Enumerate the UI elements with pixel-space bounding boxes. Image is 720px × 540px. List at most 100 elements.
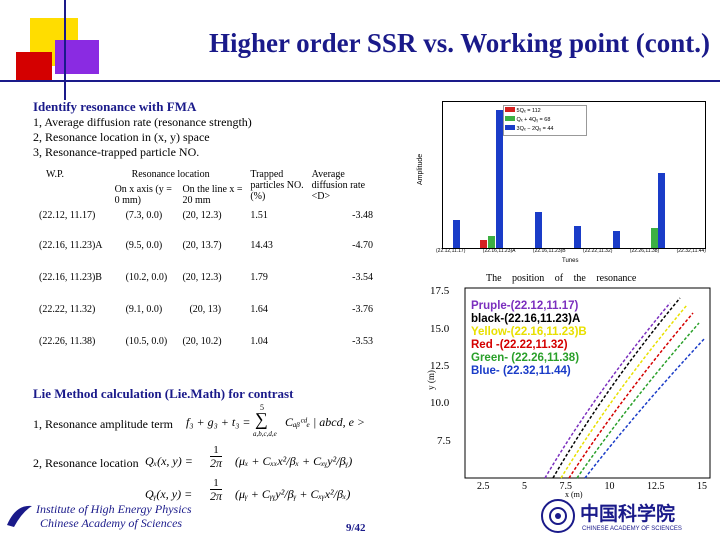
cell-wp: (22.16, 11.23)B	[39, 272, 102, 283]
cell-wp: (22.16, 11.23)A	[39, 240, 103, 251]
curve-blue	[584, 337, 706, 479]
ihep-logo	[4, 500, 34, 530]
curve-legend-blue: Blue- (22.32,11.44)	[471, 365, 571, 377]
institute-line-2: Chinese Academy of Sciences	[40, 516, 183, 530]
bar	[496, 110, 503, 248]
eq1-sum-bottom: a,b,c,d,e	[253, 430, 277, 438]
bar	[574, 226, 581, 248]
cell-line: (20, 13.7)	[182, 240, 222, 251]
cell-trapped: 1.79	[250, 272, 268, 283]
th-wp: W.P.	[46, 169, 64, 180]
eq3-rhs: (μᵧ + Cᵧᵧy²/βᵧ + Cₓᵧx²/βₓ)	[235, 487, 351, 501]
eq2-fraction: 1 2π	[210, 444, 223, 470]
cell-wp: (22.22, 11.32)	[39, 304, 96, 315]
curve-xlabel: x (m)	[565, 490, 583, 499]
bar-legend: 5Qₓ = 112 Qₓ + 4Qᵧ = 68 3Qₓ − 2Qᵧ = 44	[503, 105, 587, 136]
bar-chart-xlabel: Tunes	[562, 258, 579, 264]
cell-trapped: 14.43	[250, 240, 273, 251]
eq2-rhs: (μₓ + Cₓₓx²/βₓ + Cₓᵧy²/βᵧ)	[235, 454, 353, 468]
curve-xticks: 2.5 5 7.5 10 12.5 15	[477, 481, 707, 492]
title-underline	[0, 80, 720, 82]
bar	[453, 220, 460, 248]
bar-legend-item: Qₓ + 4Qᵧ = 68	[505, 116, 585, 125]
eq1-sum-symbol: ∑	[255, 409, 268, 429]
cell-line: (20, 13)	[189, 304, 222, 315]
section1-item-1: 1, Average diffusion rate (resonance str…	[33, 115, 252, 129]
cell-trapped: 1.64	[250, 304, 268, 315]
cell-d: -3.54	[352, 272, 373, 283]
institute-line-1: Institute of High Energy Physics	[36, 502, 192, 516]
curve-legend-purple: Pruple-(22.12,11.17)	[471, 300, 579, 312]
curve-legend-yellow: Yellow-(22.16,11.23)B	[471, 326, 587, 338]
bar-chart-caption: The position of the resonance	[486, 273, 637, 284]
section2-item-1: 1, Resonance amplitude term	[33, 417, 173, 431]
cas-logo-icon	[540, 498, 576, 534]
cell-wp: (22.26, 11.38)	[39, 336, 96, 347]
eq2-lhs: Qₓ(x, y) =	[145, 454, 193, 468]
cell-trapped: 1.04	[250, 336, 268, 347]
bar	[651, 228, 658, 248]
cell-line: (20, 12.3)	[182, 272, 222, 283]
table-row: (22.16, 11.23)B (10.2, 0.0) (20, 12.3) 1…	[36, 270, 381, 302]
th-line: On the line x = 20 mm	[182, 184, 243, 206]
th-xaxis: On x axis (y = 0 mm)	[114, 184, 172, 206]
cell-d: -3.76	[352, 304, 373, 315]
curve-purple	[544, 302, 671, 479]
decor-vertical-line	[64, 0, 66, 100]
cell-trapped: 1.51	[250, 210, 268, 221]
cas-chinese-name: 中国科学院	[580, 503, 676, 525]
decor-purple-square	[55, 40, 99, 74]
eq3-fraction: 1 2π	[210, 477, 223, 503]
cell-x: (9.5, 0.0)	[125, 240, 163, 251]
bar	[658, 173, 665, 248]
table-row: (22.26, 11.38) (10.5, 0.0) (20, 10.2) 1.…	[36, 334, 381, 366]
curve-black	[552, 297, 681, 479]
cell-x: (10.2, 0.0)	[125, 272, 168, 283]
curve-ytick: 7.5	[437, 435, 451, 447]
th-trapped: Trapped particles NO. (%)	[250, 169, 304, 202]
cas-english-name: CHINESE ACADEMY OF SCIENCES	[582, 526, 682, 532]
section1-item-3: 3, Resonance-trapped particle NO.	[33, 145, 200, 159]
curve-ytick: 15.0	[430, 323, 450, 335]
results-table: W.P. Resonance location Trapped particle…	[36, 167, 381, 366]
cell-d: -3.48	[352, 210, 373, 221]
curve-ytick: 10.0	[430, 397, 450, 409]
th-resloc: Resonance location	[131, 169, 210, 180]
cell-x: (7.3, 0.0)	[125, 210, 163, 221]
curve-yellow	[560, 304, 688, 479]
cell-d: -4.70	[352, 240, 373, 251]
cell-x: (10.5, 0.0)	[125, 336, 168, 347]
cell-x: (9.1, 0.0)	[125, 304, 163, 315]
curve-ylabel: y (m)	[425, 370, 436, 390]
cell-line: (20, 12.3)	[182, 210, 222, 221]
eq1-lhs: f₃ + g₃ + t₃ =	[186, 415, 251, 429]
section1-heading: Identify resonance with FMA	[33, 99, 197, 114]
section2-heading: Lie Method calculation (Lie.Math) for co…	[33, 386, 294, 401]
section1-item-2: 2, Resonance location in (x, y) space	[33, 130, 210, 144]
bar	[480, 240, 487, 248]
curve-ytick: 12.5	[430, 360, 450, 372]
resonance-curve-chart: 17.5 15.0 12.5 10.0 7.5 y (m) 2.5 5 7.5 10 1…	[425, 283, 715, 499]
bar-chart-ylabel: Amplitude	[417, 153, 424, 185]
curve-legend-black: black-(22.16,11.23)A	[471, 313, 581, 325]
bar-legend-item: 5Qₓ = 112	[505, 107, 585, 116]
curve-legend-green: Green- (22.26,11.38)	[471, 352, 580, 364]
page-number: 9/42	[346, 522, 366, 534]
bar	[535, 212, 542, 248]
cell-wp: (22.12, 11.17)	[39, 210, 96, 221]
eq1-rhs: Cₐᵦᶜᵈₑ | abcd, e >	[285, 415, 365, 429]
curve-ytick: 17.5	[430, 285, 450, 297]
bar-xtick-labels: (22.12,11.17) (22.16,11.23)A (22.16,11.23)…	[436, 248, 706, 254]
amplitude-bar-chart: Amplitude 5Qₓ = 112 Qₓ + 4Qᵧ = 68 3Qₓ − …	[412, 95, 712, 285]
bar-legend-item: 3Qₓ − 2Qᵧ = 44	[505, 125, 585, 134]
decor-red-square	[16, 52, 52, 80]
eq1-sum-top: 5	[260, 403, 264, 412]
curve-legend-red: Red -(22.22,11.32)	[471, 339, 568, 351]
th-avgdiff: Average diffusion rate <D>	[311, 169, 366, 202]
eq3-lhs: Qᵧ(x, y) =	[145, 487, 193, 501]
slide-title: Higher order SSR vs. Working point (cont…	[208, 28, 710, 58]
bar	[613, 231, 620, 248]
bar-plot-area: 5Qₓ = 112 Qₓ + 4Qᵧ = 68 3Qₓ − 2Qᵧ = 44	[442, 101, 706, 249]
bar	[488, 236, 495, 248]
table-row: (22.22, 11.32) (9.1, 0.0) (20, 13) 1.64 …	[36, 302, 381, 334]
